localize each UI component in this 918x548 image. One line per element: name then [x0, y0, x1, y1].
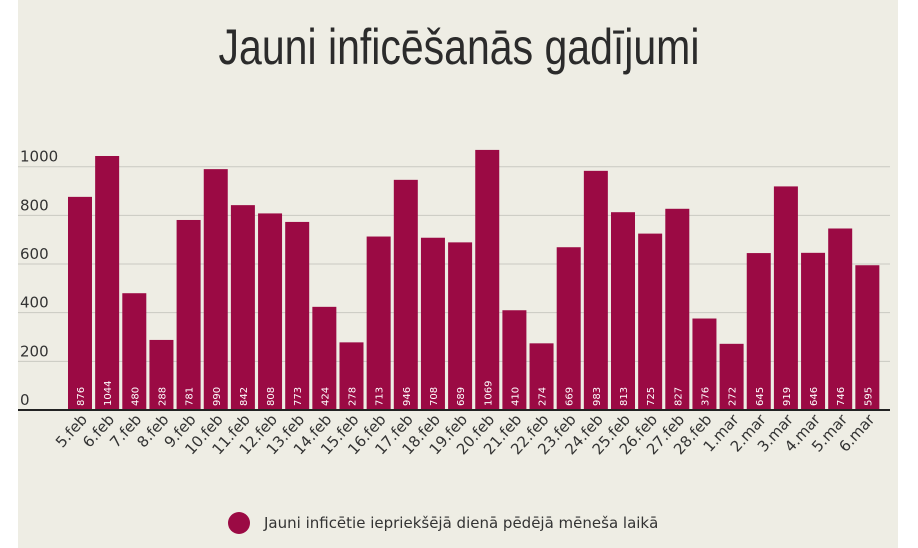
bar	[149, 339, 174, 410]
bar-value-label: 746	[836, 387, 847, 406]
bar	[203, 169, 228, 410]
bar-value-label: 278	[348, 387, 359, 406]
bar	[393, 179, 418, 410]
bar	[122, 293, 147, 410]
bar	[448, 242, 473, 410]
y-tick-label: 0	[20, 391, 30, 409]
bar-value-label: 725	[646, 387, 657, 406]
bar-value-label: 272	[728, 387, 739, 406]
bar-value-label: 827	[673, 387, 684, 406]
bar-value-label: 781	[185, 387, 196, 406]
bar	[773, 186, 798, 410]
bar	[719, 343, 744, 410]
bar-value-label: 708	[429, 387, 440, 406]
legend: Jauni inficētie iepriekšējā dienā pēdējā…	[228, 510, 658, 536]
y-tick-label: 200	[20, 342, 49, 360]
bar-value-label: 410	[510, 387, 521, 406]
bars	[68, 149, 880, 410]
bar-value-label: 773	[293, 387, 304, 406]
bar-value-label: 376	[700, 387, 711, 406]
bar	[665, 208, 690, 410]
y-tick-label: 600	[20, 245, 49, 263]
bar	[258, 213, 283, 410]
bar-value-label: 288	[157, 387, 168, 406]
bar-value-label: 1069	[483, 381, 494, 406]
bar-value-label: 946	[402, 387, 413, 406]
bar	[420, 237, 445, 410]
bar-value-label: 813	[619, 387, 630, 406]
bar	[855, 265, 880, 410]
bar	[312, 306, 337, 410]
bar-value-label: 713	[375, 387, 386, 406]
bar-value-label: 808	[266, 387, 277, 406]
x-axis-ticks: 5.feb6.feb7.feb8.feb9.feb10.feb11.feb12.…	[52, 410, 879, 458]
bar	[339, 342, 364, 410]
y-tick-label: 400	[20, 294, 49, 312]
bar-value-label: 274	[538, 387, 549, 406]
bar	[801, 252, 826, 410]
bar	[95, 155, 120, 410]
bar	[68, 196, 92, 410]
bar	[502, 310, 527, 410]
bar	[828, 228, 853, 410]
bar	[583, 170, 608, 410]
bar-value-label: 669	[565, 387, 576, 406]
bar	[611, 212, 635, 410]
bar	[475, 149, 500, 410]
legend-swatch	[228, 512, 250, 534]
bar-value-label: 842	[239, 387, 250, 406]
bar-value-labels: 876 1044 480 288 781 990 842 808 773 424 278 713 946…	[76, 381, 874, 406]
bar-value-label: 424	[320, 387, 331, 406]
bar	[285, 221, 310, 410]
legend-label: Jauni inficētie iepriekšējā dienā pēdējā…	[264, 514, 659, 532]
y-tick-label: 1000	[20, 148, 58, 166]
bar	[638, 233, 663, 410]
bar	[176, 219, 201, 410]
bar-value-label: 645	[755, 387, 766, 406]
bar-value-label: 983	[592, 387, 603, 406]
bar-value-label: 480	[130, 387, 141, 406]
y-axis-ticks: 0 200 400 600 800 1000	[20, 148, 58, 409]
bar-value-label: 1044	[103, 381, 114, 406]
bar	[692, 318, 717, 410]
bar-value-label: 876	[76, 387, 87, 406]
chart-title: Jauni inficēšanās gadījumi	[218, 19, 700, 75]
bar	[746, 253, 771, 410]
bar	[230, 205, 255, 410]
bar-value-label: 990	[212, 387, 223, 406]
bar-value-label: 689	[456, 387, 467, 406]
y-tick-label: 800	[20, 196, 49, 214]
bar	[556, 247, 581, 410]
bar	[366, 236, 391, 410]
bar-value-label: 595	[863, 387, 874, 406]
bar	[529, 343, 554, 410]
bar-value-label: 919	[782, 387, 793, 406]
bar-value-label: 646	[809, 387, 820, 406]
